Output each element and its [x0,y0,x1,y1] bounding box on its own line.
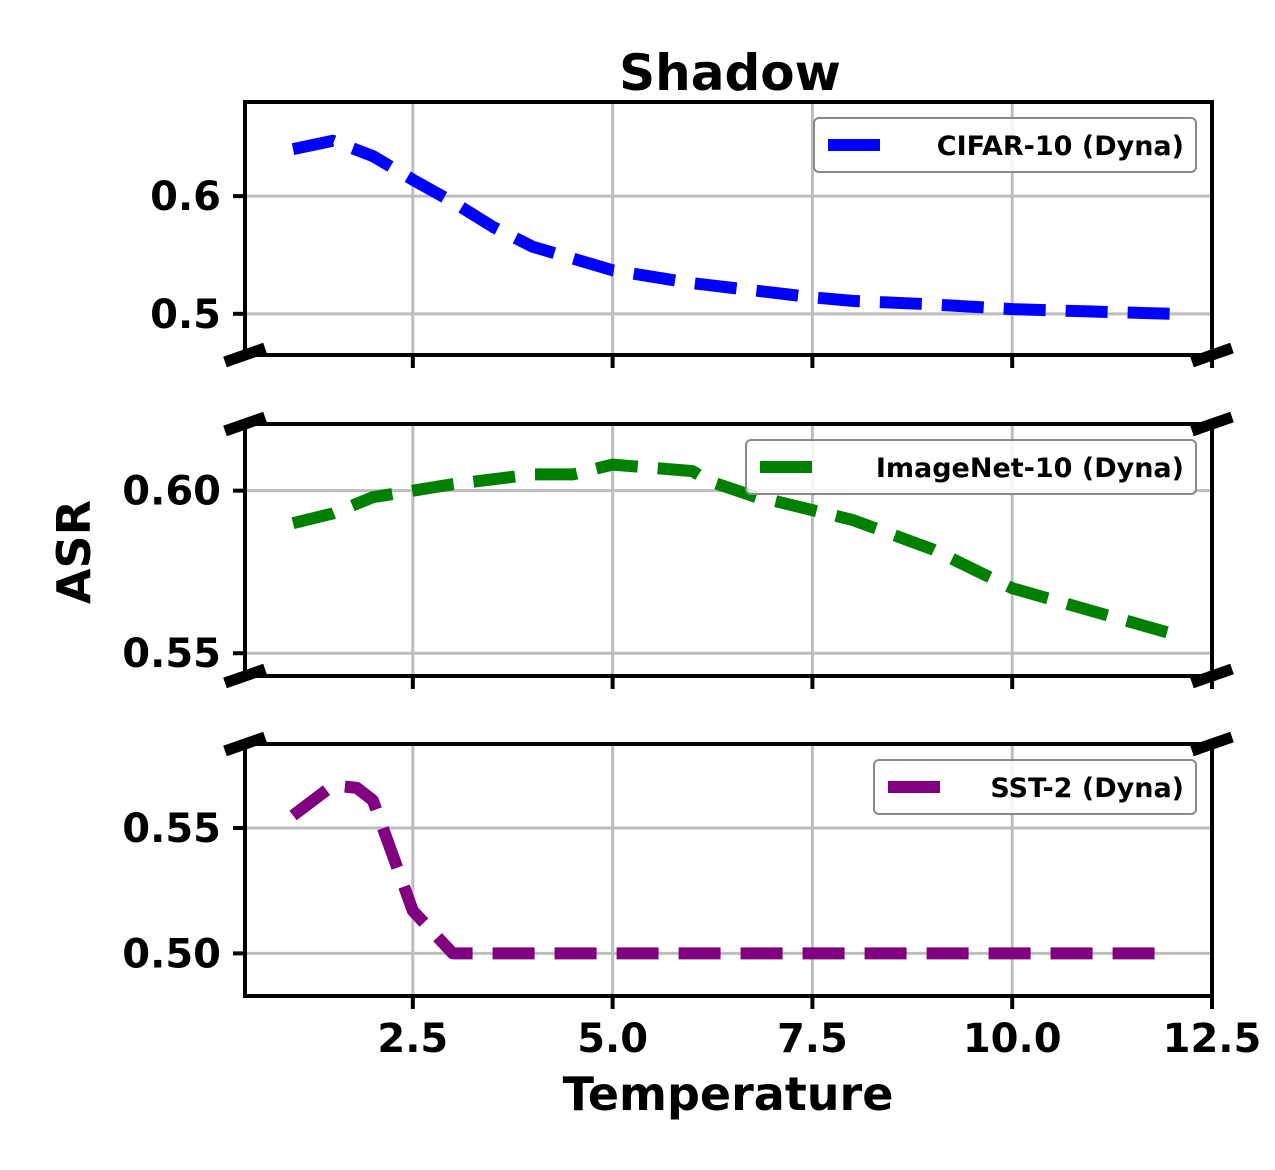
legend-1: CIFAR-10 (Dyna) [813,117,1197,173]
x-tick-label: 7.5 [777,1016,848,1062]
y-tick-label: 0.50 [122,931,221,977]
break-mark [223,731,267,757]
panel-2: 0.55 0.60 ImageNet-10 (Dyna) [122,411,1234,689]
break-mark [223,342,267,368]
x-tick-label: 5.0 [577,1016,648,1062]
chart-title: Shadow [619,44,841,102]
legend-label: CIFAR-10 (Dyna) [937,131,1184,162]
series-line-2 [291,458,1174,640]
y-tick-label: 0.55 [122,631,221,677]
panel-1: 0.5 0.6 CIFAR-10 (Dyna) [150,100,1234,368]
break-mark [223,411,267,437]
legend-3: SST-2 (Dyna) [873,759,1197,815]
y-tick-label: 0.60 [122,469,221,515]
legend-box [813,117,1197,173]
legend-label: SST-2 (Dyna) [990,773,1184,804]
legend-2: ImageNet-10 (Dyna) [745,439,1197,495]
y-tick-label: 0.6 [150,174,221,220]
panel-3: 0.50 0.55 SST-2 (Dyna) [122,731,1234,1009]
y-tick-label: 0.55 [122,806,221,852]
break-mark [1190,731,1234,757]
series-line-3 [289,779,1172,960]
x-tick-label: 2.5 [377,1016,448,1062]
break-mark [1190,411,1234,437]
x-tick-label: 12.5 [1163,1016,1262,1062]
series-line-1 [291,134,1173,320]
break-mark [223,663,267,689]
legend-label: ImageNet-10 (Dyna) [876,453,1184,484]
x-tick-label: 10.0 [963,1016,1062,1062]
legend-box [745,439,1197,495]
x-axis-label: Temperature [563,1067,894,1121]
panels: 0.5 0.6 CIFAR-10 (Dyna) 0.55 0.60 ImageNet-10… [122,100,1262,1062]
legend-box [873,759,1197,815]
y-axis-label: ASR [47,500,101,604]
y-tick-label: 0.5 [150,292,221,338]
